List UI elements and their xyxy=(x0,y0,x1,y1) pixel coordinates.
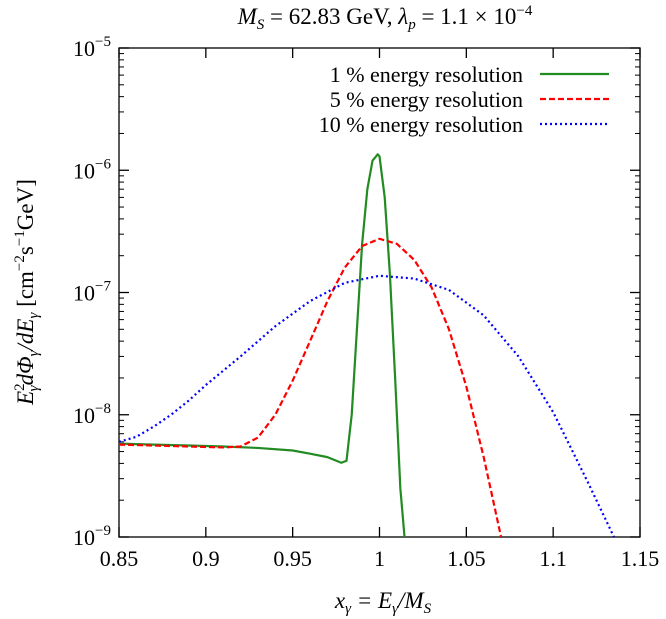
series-line-1 xyxy=(119,237,503,537)
x-tick-label: 1.05 xyxy=(447,546,486,571)
x-axis-title: xγ = Eγ/MS xyxy=(334,588,432,617)
x-tick-labels: 0.85 0.9 0.95 1 1.05 1.1 1.15 xyxy=(100,546,660,571)
x-tick-label: 1 xyxy=(374,546,385,571)
chart-title: MS = 62.83 GeV, λp = 1.1 × 10−4 xyxy=(237,3,533,33)
legend: 1 % energy resolution 5 % energy resolut… xyxy=(319,62,609,137)
y-tick-label: 10−8 xyxy=(73,401,111,428)
series-layer xyxy=(119,153,615,537)
legend-label-10pct: 10 % energy resolution xyxy=(319,112,523,137)
legend-label-1pct: 1 % energy resolution xyxy=(330,62,523,87)
x-tick-label: 0.9 xyxy=(192,546,220,571)
x-tick-label: 0.85 xyxy=(100,546,139,571)
series-line-2 xyxy=(119,274,615,537)
y-tick-label: 10−5 xyxy=(73,34,111,61)
x-tick-label: 1.15 xyxy=(621,546,660,571)
y-tick-label: 10−7 xyxy=(73,279,111,306)
x-tick-label: 1.1 xyxy=(539,546,567,571)
y-tick-label: 10−9 xyxy=(73,523,111,550)
y-tick-label: 10−6 xyxy=(73,156,111,183)
y-tick-labels: 10−9 10−8 10−7 10−6 10−5 xyxy=(73,34,111,550)
y-axis-title: E2γdΦγ/dEγ [cm−2s−1GeV] xyxy=(12,179,42,406)
series-line-0 xyxy=(119,153,406,537)
legend-label-5pct: 5 % energy resolution xyxy=(330,87,523,112)
axis-ticks xyxy=(118,47,641,538)
x-tick-label: 0.95 xyxy=(273,546,312,571)
